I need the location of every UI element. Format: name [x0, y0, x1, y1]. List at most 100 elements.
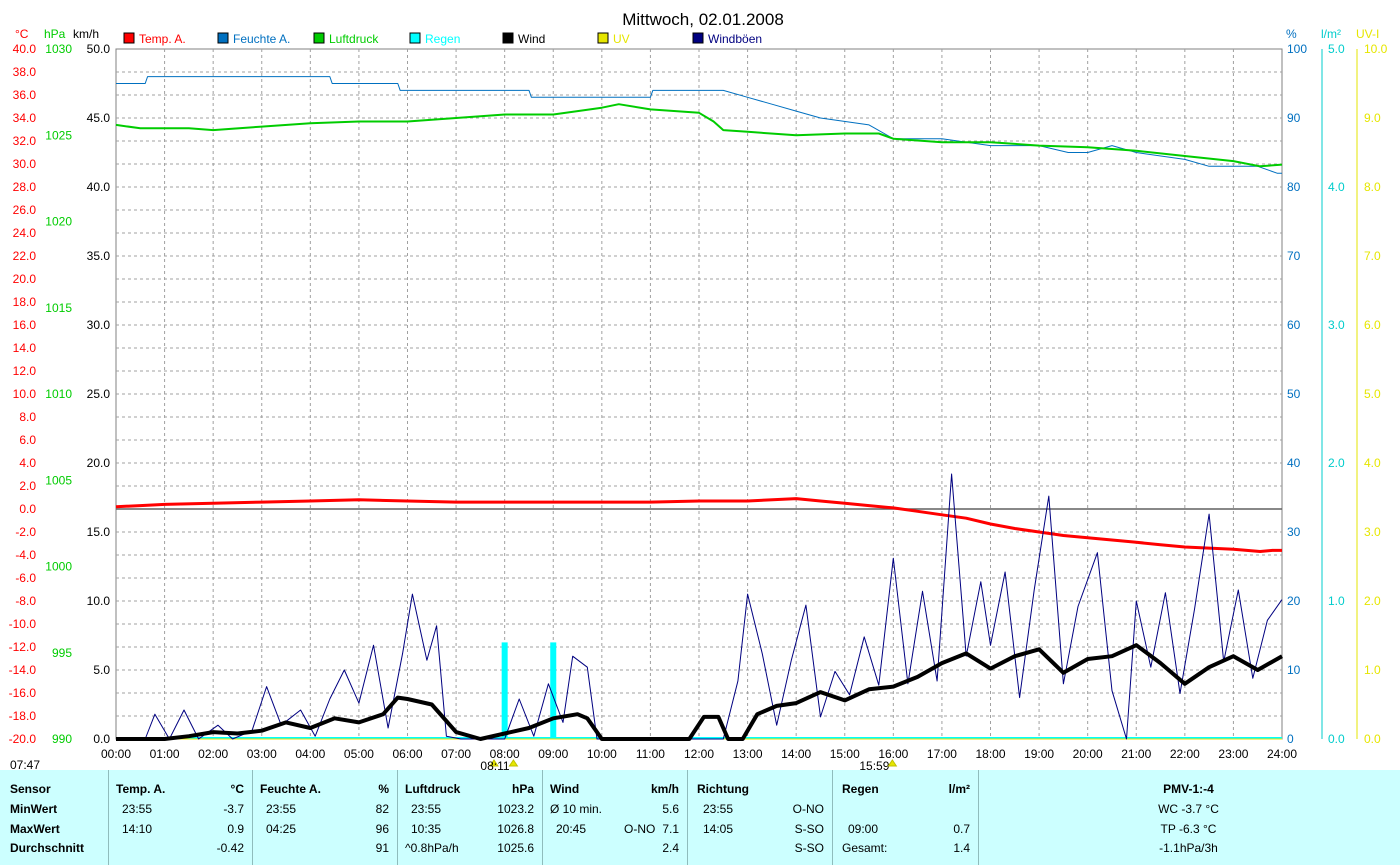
pressure-min-time: 23:55 [411, 802, 442, 816]
uv-tick-label: 7.0 [1364, 249, 1381, 263]
temp-tick-label: 6.0 [19, 433, 36, 447]
stats-pressure-col: Luftdruck hPa 23:55 1023.2 10:35 1026.8 … [397, 770, 543, 865]
legend-swatch [217, 32, 229, 44]
legend-label: UV [613, 32, 630, 46]
legend-label: Luftdruck [329, 32, 379, 46]
series-wind-line [116, 643, 1283, 741]
humidity-tick-label: 0 [1287, 732, 1294, 746]
pmv-header: PMV-1:-4 [1163, 782, 1214, 796]
pmv-pressure-trend: -1.1hPa/3h [1159, 841, 1218, 855]
x-tick-label: 12:00 [684, 747, 714, 761]
stats-labels-col: Sensor MinWert MaxWert Durchschnitt [0, 770, 109, 865]
axis-unit-humidity: % [1286, 27, 1297, 41]
x-tick-label: 09:00 [538, 747, 568, 761]
temp-tick-label: 38.0 [13, 65, 37, 79]
event-marker-icon [508, 759, 519, 767]
legend-swatch [123, 32, 135, 44]
legend-swatch [597, 32, 609, 44]
humidity-tick-label: 30 [1287, 525, 1301, 539]
x-tick-label: 05:00 [344, 747, 374, 761]
temp-tick-label: -4.0 [15, 548, 36, 562]
rain-tick-label: 5.0 [1328, 42, 1345, 56]
pmv-windchill: WC -3.7 °C [1158, 802, 1219, 816]
uv-tick-label: 6.0 [1364, 318, 1381, 332]
legend-swatch [692, 32, 704, 44]
x-tick-label: 11:00 [636, 747, 665, 761]
wind-tick-label: 15.0 [87, 525, 111, 539]
temp-tick-label: 8.0 [19, 410, 36, 424]
direction-max-value: S-SO [794, 822, 824, 836]
wind-tick-label: 50.0 [87, 42, 111, 56]
x-tick-label: 14:00 [781, 747, 811, 761]
humidity-min-time: 23:55 [266, 802, 297, 816]
event-marker-icon [887, 759, 898, 767]
x-tick-label: 10:00 [587, 747, 617, 761]
temp-min-time: 23:55 [122, 802, 153, 816]
temp-tick-label: -10.0 [9, 617, 37, 631]
x-tick-label: 04:00 [295, 747, 325, 761]
x-tick-label: 00:00 [101, 747, 131, 761]
pressure-tick-label: 1015 [45, 301, 72, 315]
temp-avg-value: -0.42 [216, 841, 244, 855]
series-luftdruck-line [115, 103, 1283, 168]
x-tick-label: 06:00 [392, 747, 422, 761]
series-windb-en-line [116, 473, 1283, 740]
series-regen-bar [501, 642, 508, 739]
direction-min-time: 23:55 [703, 802, 734, 816]
x-tick-label: 19:00 [1024, 747, 1054, 761]
rain-max-time: 09:00 [848, 822, 879, 836]
humidity-avg-value: 91 [375, 841, 389, 855]
rain-header: Regen [842, 782, 879, 796]
x-tick-label: 16:00 [878, 747, 908, 761]
temp-tick-label: 14.0 [13, 341, 37, 355]
wind-tick-label: 10.0 [87, 594, 111, 608]
direction-max-time: 14:05 [703, 822, 734, 836]
wind-tick-label: 25.0 [87, 387, 111, 401]
x-tick-label: 02:00 [198, 747, 228, 761]
row-label-sensor: Sensor [10, 782, 51, 796]
temp-tick-label: 2.0 [19, 479, 36, 493]
wind-tick-label: 5.0 [93, 663, 110, 677]
legend: Temp. A. Feuchte A. Luftdruck Regen Wind UV Wi… [123, 32, 762, 46]
rain-tick-label: 3.0 [1328, 318, 1345, 332]
wind-tick-label: 20.0 [87, 456, 111, 470]
series-feuchte-a--line [116, 76, 1282, 174]
uv-tick-label: 0.0 [1364, 732, 1381, 746]
x-tick-label: 18:00 [975, 747, 1005, 761]
pressure-tick-label: 995 [52, 646, 72, 660]
rain-tick-label: 2.0 [1328, 456, 1345, 470]
x-tick-label: 20:00 [1073, 747, 1103, 761]
stats-temp-col: Temp. A. °C 23:55 -3.7 14:10 0.9 -0.42 [108, 770, 253, 865]
direction-header: Richtung [697, 782, 749, 796]
wind-tick-label: 0.0 [93, 732, 110, 746]
humidity-header: Feuchte A. [260, 782, 321, 796]
row-label-avg: Durchschnitt [10, 841, 85, 855]
pressure-header: Luftdruck [405, 782, 461, 796]
humidity-max-time: 04:25 [266, 822, 297, 836]
legend-swatch [313, 32, 325, 44]
uv-tick-label: 3.0 [1364, 525, 1381, 539]
stats-direction-col: Richtung 23:55 O-NO 14:05 S-SO S-SO [687, 770, 833, 865]
x-tick-label: 15:00 [830, 747, 860, 761]
humidity-tick-label: 90 [1287, 111, 1301, 125]
humidity-tick-label: 80 [1287, 180, 1301, 194]
temp-tick-label: 26.0 [13, 203, 37, 217]
temp-tick-label: -14.0 [9, 663, 37, 677]
rain-total-value: 1.4 [953, 841, 970, 855]
x-tick-label: 07:00 [441, 747, 471, 761]
stats-humidity-col: Feuchte A. % 23:55 82 04:25 96 91 [252, 770, 398, 865]
humidity-tick-label: 40 [1287, 456, 1301, 470]
pressure-max-time: 10:35 [411, 822, 442, 836]
rain-max-value: 0.7 [953, 822, 970, 836]
event-marker-icon [489, 759, 499, 767]
pressure-tick-label: 1020 [45, 215, 72, 229]
wind-tick-label: 45.0 [87, 111, 111, 125]
x-tick-label: 23:00 [1218, 747, 1248, 761]
legend-label: Windböen [708, 32, 762, 46]
legend-label: Wind [518, 32, 545, 46]
temp-unit: °C [230, 782, 244, 796]
temp-tick-label: 24.0 [13, 226, 37, 240]
event-marker-label: 07:47 [10, 758, 40, 770]
temp-header: Temp. A. [116, 782, 166, 796]
uv-tick-label: 8.0 [1364, 180, 1381, 194]
